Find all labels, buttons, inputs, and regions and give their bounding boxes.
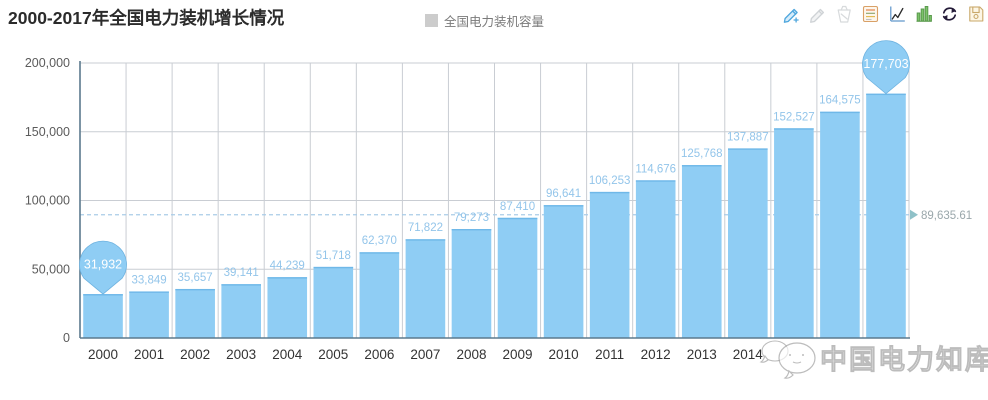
- svg-text:100,000: 100,000: [25, 194, 70, 208]
- svg-text:89,635.61: 89,635.61: [921, 210, 972, 222]
- svg-text:35,657: 35,657: [178, 272, 213, 284]
- svg-text:177,703: 177,703: [863, 57, 908, 71]
- svg-text:50,000: 50,000: [32, 262, 70, 276]
- svg-text:2002: 2002: [180, 347, 210, 362]
- svg-text:125,768: 125,768: [681, 148, 723, 160]
- svg-text:2014: 2014: [733, 347, 764, 362]
- svg-text:137,887: 137,887: [727, 131, 769, 143]
- svg-text:2006: 2006: [364, 347, 394, 362]
- svg-text:中国电力知库: 中国电力知库: [820, 345, 988, 375]
- svg-text:79,273: 79,273: [454, 212, 489, 224]
- svg-text:2004: 2004: [272, 347, 303, 362]
- svg-text:152,527: 152,527: [773, 111, 815, 123]
- svg-text:62,370: 62,370: [362, 235, 397, 247]
- svg-text:2012: 2012: [641, 347, 671, 362]
- svg-text:51,718: 51,718: [316, 250, 351, 262]
- svg-text:2007: 2007: [410, 347, 440, 362]
- svg-text:2009: 2009: [503, 347, 533, 362]
- svg-text:31,932: 31,932: [84, 258, 122, 272]
- svg-text:44,239: 44,239: [270, 260, 305, 272]
- svg-text:2003: 2003: [226, 347, 256, 362]
- svg-text:2005: 2005: [318, 347, 348, 362]
- svg-text:2001: 2001: [134, 347, 164, 362]
- svg-text:33,849: 33,849: [131, 274, 166, 286]
- svg-text:150,000: 150,000: [25, 125, 70, 139]
- svg-text:96,641: 96,641: [546, 188, 581, 200]
- svg-text:87,410: 87,410: [500, 201, 535, 213]
- svg-text:2013: 2013: [687, 347, 717, 362]
- svg-text:71,822: 71,822: [408, 222, 443, 234]
- svg-text:0: 0: [63, 331, 70, 345]
- svg-text:2000: 2000: [88, 347, 118, 362]
- svg-text:2010: 2010: [549, 347, 579, 362]
- svg-text:200,000: 200,000: [25, 56, 70, 70]
- svg-text:164,575: 164,575: [819, 95, 861, 107]
- svg-text:114,676: 114,676: [635, 163, 676, 175]
- svg-text:2008: 2008: [456, 347, 486, 362]
- svg-text:106,253: 106,253: [589, 175, 631, 187]
- svg-text:39,141: 39,141: [224, 267, 259, 279]
- svg-text:2011: 2011: [595, 347, 624, 362]
